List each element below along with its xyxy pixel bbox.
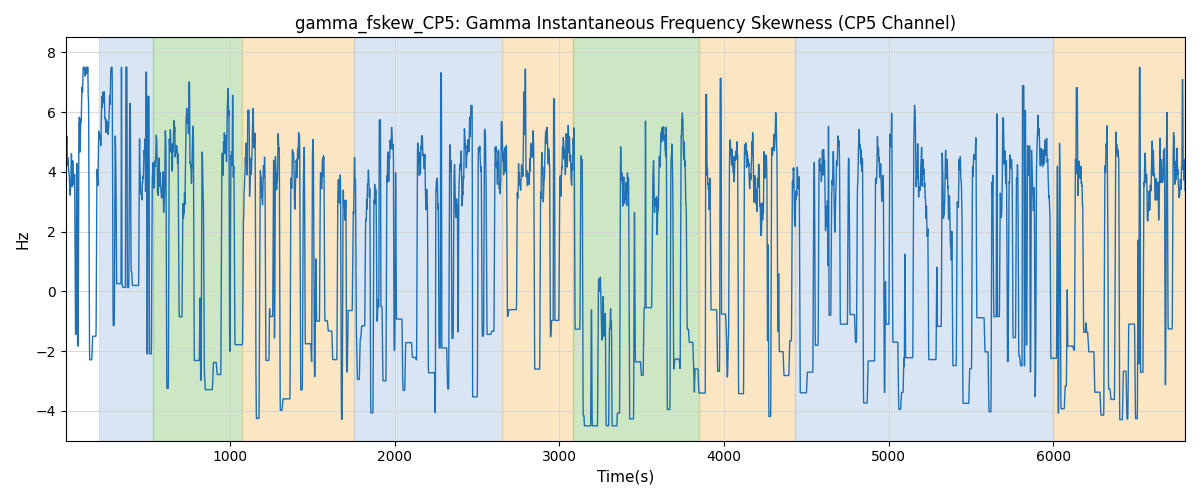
Bar (152, 38, 241, 440)
Bar (794, 38, 1054, 440)
Bar (572, 38, 700, 440)
Y-axis label: Hz: Hz (16, 230, 30, 249)
Bar (241, 38, 354, 440)
Bar (700, 38, 794, 440)
Bar (98, 38, 152, 440)
Bar (502, 38, 572, 440)
Title: gamma_fskew_CP5: Gamma Instantaneous Frequency Skewness (CP5 Channel): gamma_fskew_CP5: Gamma Instantaneous Fre… (295, 15, 956, 34)
Bar (1054, 38, 1184, 440)
Bar (354, 38, 502, 440)
X-axis label: Time(s): Time(s) (596, 470, 654, 485)
